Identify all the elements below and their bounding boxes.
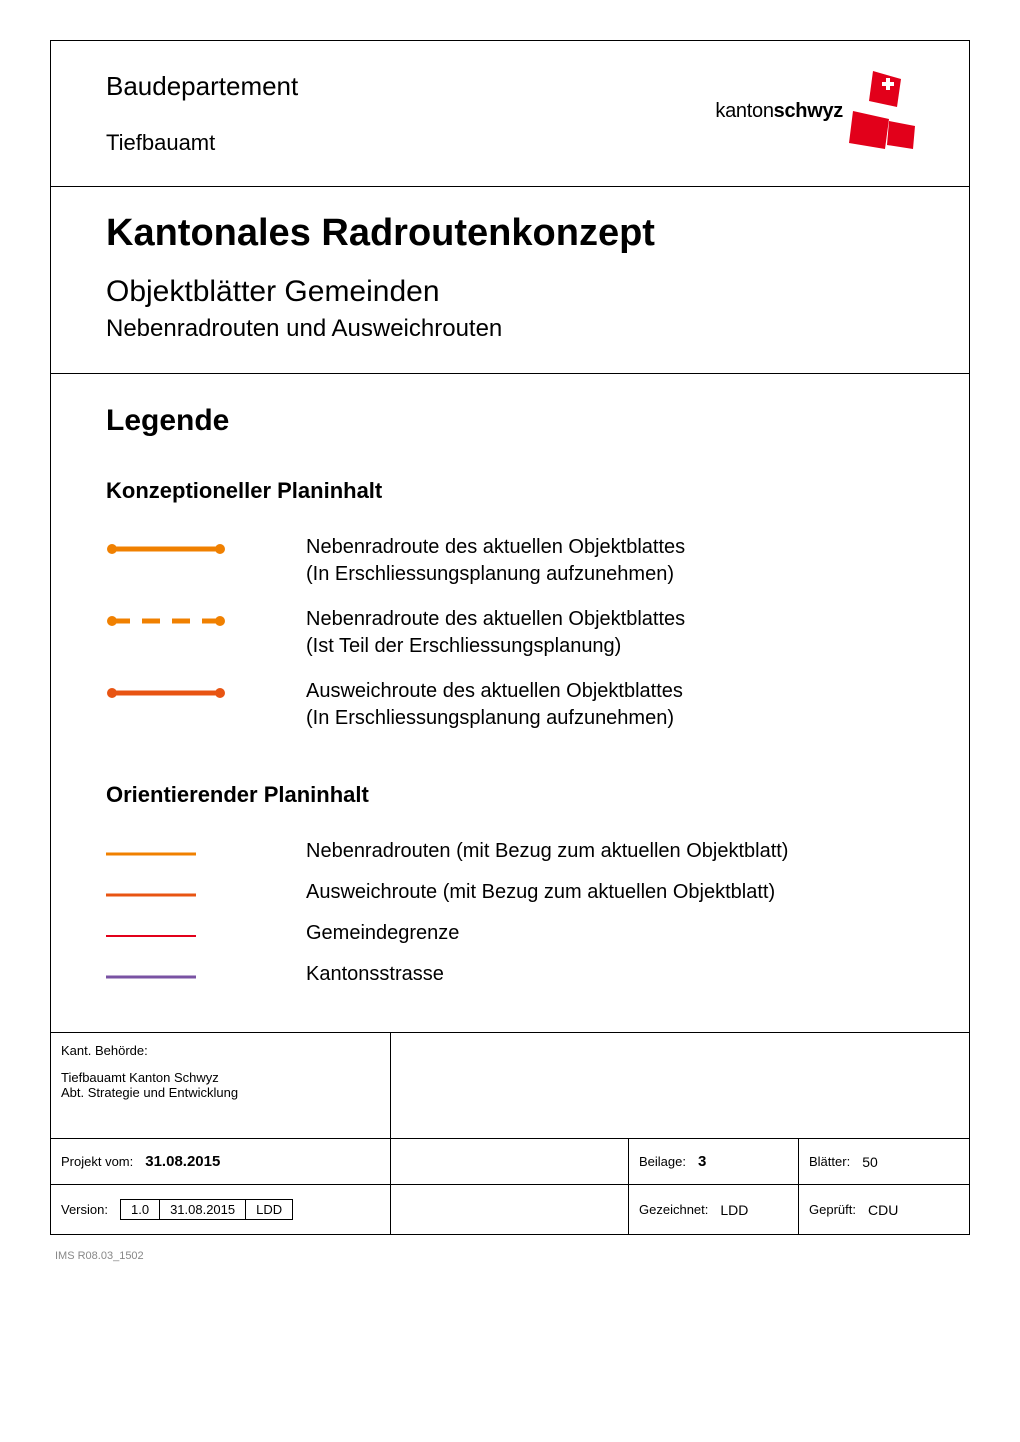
version-box: 1.0 31.08.2015 LDD (120, 1199, 293, 1220)
legend-group2: Orientierender Planinhalt Nebenradrouten… (106, 782, 919, 988)
logo-prefix: kanton (715, 100, 773, 122)
legend-item: Ausweichroute des aktuellen Objektblatte… (106, 678, 919, 732)
geprueft-val: CDU (868, 1202, 898, 1218)
legend-line1: Nebenradroute des aktuellen Objektblatte… (306, 534, 685, 561)
legend-item: Kantonsstrasse (106, 961, 919, 988)
footer-empty-r3 (391, 1184, 629, 1234)
legend-line1: Ausweichroute des aktuellen Objektblatte… (306, 678, 683, 705)
legend-item-text: Ausweichroute des aktuellen Objektblatte… (306, 678, 683, 732)
footer-blatter-cell: Blätter: 50 (799, 1138, 969, 1184)
version-no: 1.0 (121, 1200, 160, 1219)
gezeichnet-label: Gezeichnet: (639, 1202, 708, 1217)
geprueft-label: Geprüft: (809, 1202, 856, 1217)
legend-symbol-icon (106, 961, 306, 987)
logo-block: kantonschwyz (715, 71, 919, 151)
legend-group1-items: Nebenradroute des aktuellen Objektblatte… (106, 534, 919, 732)
legend-group2-heading: Orientierender Planinhalt (106, 782, 919, 808)
blatter-val: 50 (862, 1154, 878, 1170)
footer-table: Kant. Behörde: Tiefbauamt Kanton Schwyz … (51, 1032, 969, 1234)
legend-symbol-icon (106, 678, 306, 705)
sub-title: Objektblätter Gemeinden (106, 275, 919, 309)
legend-symbol-icon (106, 606, 306, 633)
legend-item-text: Nebenradroute des aktuellen Objektblatte… (306, 606, 685, 660)
legend-group1-heading: Konzeptioneller Planinhalt (106, 478, 919, 504)
beilage-label: Beilage: (639, 1154, 686, 1169)
footer-beilage-cell: Beilage: 3 (629, 1138, 799, 1184)
footer-project-cell: Projekt vom: 31.08.2015 (51, 1138, 391, 1184)
legend-item: Nebenradroute des aktuellen Objektblatte… (106, 606, 919, 660)
legend-item-text: Ausweichroute (mit Bezug zum aktuellen O… (306, 879, 775, 906)
legend-item: Gemeindegrenze (106, 920, 919, 947)
legend-item-text: Nebenradroute des aktuellen Objektblatte… (306, 534, 685, 588)
authority-label: Kant. Behörde: (61, 1043, 380, 1058)
authority-line1: Tiefbauamt Kanton Schwyz (61, 1070, 380, 1085)
page-frame: Baudepartement Tiefbauamt kantonschwyz K… (50, 40, 970, 1235)
office-name: Tiefbauamt (106, 130, 715, 156)
legend-symbol-icon (106, 838, 306, 864)
main-title: Kantonales Radroutenkonzept (106, 212, 919, 255)
gezeichnet-val: LDD (720, 1202, 748, 1218)
footer-authority-cell: Kant. Behörde: Tiefbauamt Kanton Schwyz … (51, 1033, 391, 1138)
logo-bold: schwyz (774, 100, 843, 122)
legend-item-text: Gemeindegrenze (306, 920, 459, 947)
doc-ref: IMS R08.03_1502 (55, 1250, 970, 1262)
legend-group2-items: Nebenradrouten (mit Bezug zum aktuellen … (106, 838, 919, 988)
project-date: 31.08.2015 (145, 1153, 220, 1170)
footer-empty-mid (391, 1033, 969, 1138)
legend-symbol-icon (106, 920, 306, 946)
sub-sub-title: Nebenradrouten und Ausweichrouten (106, 315, 919, 343)
header-section: Baudepartement Tiefbauamt kantonschwyz (51, 41, 969, 187)
title-section: Kantonales Radroutenkonzept Objektblätte… (51, 187, 969, 374)
department-title: Baudepartement (106, 71, 715, 102)
kanton-schwyz-logo-icon (849, 71, 919, 151)
legend-heading: Legende (106, 404, 919, 438)
legend-line2: (In Erschliessungsplanung aufzunehmen) (306, 561, 685, 588)
legend-item: Ausweichroute (mit Bezug zum aktuellen O… (106, 879, 919, 906)
authority-line2: Abt. Strategie und Entwicklung (61, 1085, 380, 1100)
legend-item: Nebenradroute des aktuellen Objektblatte… (106, 534, 919, 588)
footer-gezeichnet-cell: Gezeichnet: LDD (629, 1184, 799, 1234)
footer-empty-r2 (391, 1138, 629, 1184)
footer-version-cell: Version: 1.0 31.08.2015 LDD (51, 1184, 391, 1234)
legend-line2: (In Erschliessungsplanung aufzunehmen) (306, 705, 683, 732)
legend-symbol-icon (106, 534, 306, 561)
version-label: Version: (61, 1202, 108, 1217)
blatter-label: Blätter: (809, 1154, 850, 1169)
legend-line2: (Ist Teil der Erschliessungsplanung) (306, 633, 685, 660)
legend-line1: Nebenradroute des aktuellen Objektblatte… (306, 606, 685, 633)
logo-text: kantonschwyz (715, 100, 843, 123)
legend-item: Nebenradrouten (mit Bezug zum aktuellen … (106, 838, 919, 865)
legend-item-text: Nebenradrouten (mit Bezug zum aktuellen … (306, 838, 788, 865)
header-left: Baudepartement Tiefbauamt (106, 71, 715, 156)
project-label: Projekt vom: (61, 1154, 133, 1169)
legend-section: Legende Konzeptioneller Planinhalt Neben… (51, 374, 969, 1032)
footer-geprueft-cell: Geprüft: CDU (799, 1184, 969, 1234)
legend-item-text: Kantonsstrasse (306, 961, 444, 988)
version-by: LDD (246, 1200, 292, 1219)
version-date: 31.08.2015 (160, 1200, 246, 1219)
beilage-val: 3 (698, 1153, 706, 1170)
legend-symbol-icon (106, 879, 306, 905)
